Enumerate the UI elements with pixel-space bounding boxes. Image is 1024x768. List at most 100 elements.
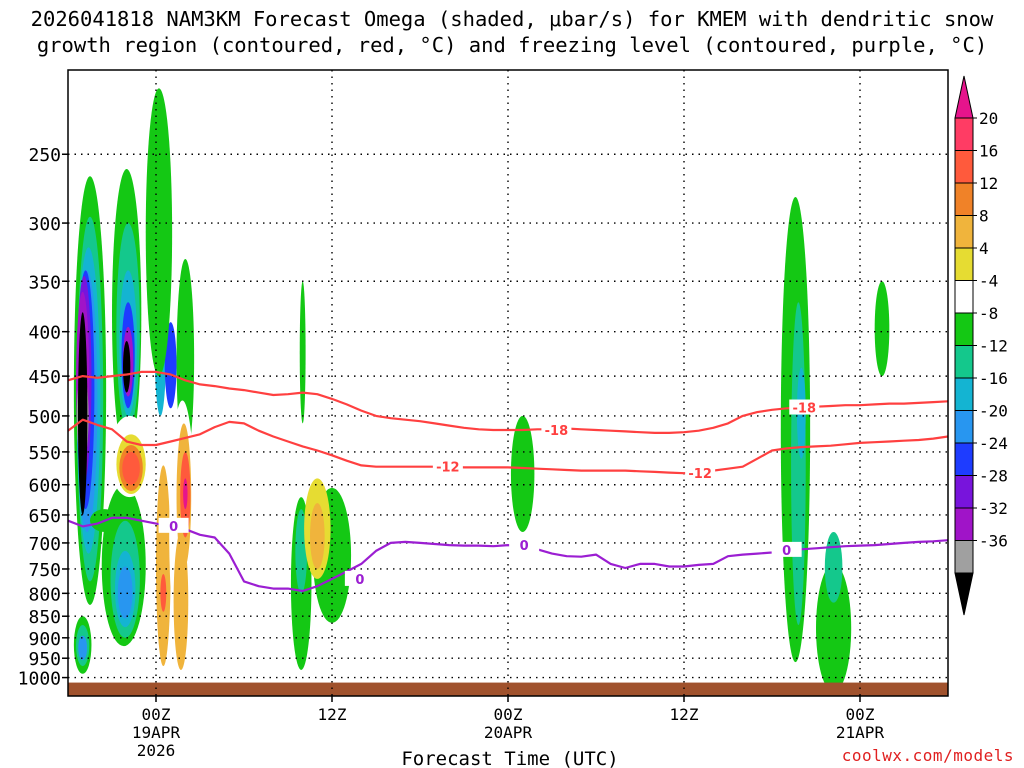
contour-label-m12-a-bg (432, 458, 463, 474)
x-tick-label-4-1: 21APR (836, 723, 885, 742)
x-tick-label-4-0: 00Z (846, 705, 875, 724)
colorbar-label-10: -24 (979, 434, 1008, 453)
contour-label-zero-c-bg (509, 537, 540, 553)
contour-label-zero-d-bg (771, 541, 802, 557)
y-tick-label-450: 450 (28, 367, 61, 388)
omega-shading (73, 70, 941, 693)
colorbar-label-2: 12 (979, 174, 998, 193)
colorbar-label-9: -20 (979, 402, 1008, 421)
omega-region-67 (122, 451, 140, 485)
contour-label-m18-a: -18 (545, 424, 569, 439)
colorbar: 20 16 12 8 4 -4 -8 -12 -16 -20 -24 -28 -32 -36 (954, 75, 1008, 616)
omega-region-22 (824, 531, 843, 603)
y-tick-label-500: 500 (28, 407, 61, 428)
chart-title: 2026041818 NAM3KM Forecast Omega (shaded… (31, 7, 994, 57)
colorbar-segment-5 (954, 280, 974, 314)
omega-region-63 (173, 531, 189, 670)
colorbar-segment-6 (954, 312, 974, 346)
contour-label-zero-c: 0 (520, 539, 529, 554)
contour-label-m12-b: -12 (688, 467, 712, 482)
omega-region-28 (874, 281, 890, 377)
omega-region-51 (117, 566, 133, 619)
omega-region-57 (156, 465, 171, 667)
omega-region-31 (164, 322, 177, 409)
contour-label-zero-b: 0 (355, 573, 364, 588)
contour-label-m18-b-bg (789, 399, 820, 415)
omega-region-62 (183, 478, 188, 510)
colorbar-segment-11 (954, 475, 974, 509)
x-tick-label-3-0: 12Z (670, 705, 699, 724)
contour-label-zero-a: 0 (169, 520, 178, 535)
colorbar-label-6: -8 (979, 304, 998, 323)
y-tick-label-300: 300 (28, 214, 61, 235)
contour-label-m12-b-bg (685, 465, 716, 481)
colorbar-label-13: -36 (979, 532, 1008, 551)
omega-region-15 (79, 70, 92, 198)
colorbar-segment-7 (954, 345, 974, 379)
y-tick-label-350: 350 (28, 272, 61, 293)
y-tick-label-700: 700 (28, 534, 61, 555)
omega-region-13 (851, 437, 869, 515)
x-tick-label-0-1: 19APR (132, 723, 181, 742)
colorbar-label-3: 8 (979, 207, 989, 226)
omega-region-47 (145, 88, 173, 377)
y-tick-label-950: 950 (28, 649, 61, 670)
colorbar-segment-0 (954, 117, 974, 151)
gridlines (68, 70, 948, 696)
colorbar-label-12: -32 (979, 499, 1008, 518)
colorbar-bottom-triangle (954, 572, 974, 616)
omega-region-20 (510, 415, 535, 532)
omega-region-21 (816, 563, 852, 693)
omega-region-8 (417, 444, 453, 521)
contour-label-m18-a-bg (541, 421, 572, 437)
contour-labels: -18 -18 -12 -12 0 0 0 0 (158, 399, 820, 588)
omega-region-40 (77, 312, 88, 515)
colorbar-label-5: -4 (979, 272, 998, 291)
colorbar-segment-13 (954, 540, 974, 574)
y-tick-label-250: 250 (28, 145, 61, 166)
omega-region-1 (882, 70, 941, 211)
contour-line-1 (68, 418, 948, 475)
ground-surface (68, 682, 948, 696)
colorbar-segment-9 (954, 410, 974, 444)
x-axis-label: Forecast Time (UTC) (401, 748, 618, 768)
colorbar-segment-2 (954, 182, 974, 216)
colorbar-label-8: -16 (979, 369, 1008, 388)
colorbar-segment-8 (954, 377, 974, 411)
x-tick-label-2-0: 00Z (494, 705, 523, 724)
colorbar-segment-3 (954, 215, 974, 249)
omega-region-11 (585, 540, 601, 591)
colorbar-label-1: 16 (979, 142, 998, 161)
omega-region-54 (78, 635, 88, 661)
x-tick-label-0-0: 00Z (142, 705, 171, 724)
contour-label-zero-d: 0 (782, 544, 791, 559)
colorbar-label-11: -28 (979, 467, 1008, 486)
watermark: coolwx.com/models (842, 746, 1014, 765)
contour-label-m18-b: -18 (793, 402, 817, 417)
omega-region-27 (295, 509, 308, 594)
contour-label-zero-a-bg (158, 517, 189, 533)
y-tick-label-600: 600 (28, 476, 61, 497)
omega-region-7 (299, 281, 306, 424)
colorbar-top-triangle (954, 75, 974, 119)
y-tick-label-1000: 1000 (18, 669, 61, 690)
omega-region-69 (310, 503, 325, 569)
x-tick-label-2-1: 20APR (484, 723, 533, 742)
omega-region-12 (644, 548, 680, 626)
omega-region-24 (791, 302, 806, 626)
colorbar-segment-4 (954, 247, 974, 281)
omega-region-10 (549, 154, 585, 303)
omega-region-9 (453, 558, 489, 634)
x-tick-label-0-2: 2026 (137, 741, 176, 760)
y-tick-label-650: 650 (28, 506, 61, 527)
colorbar-segment-10 (954, 442, 974, 476)
colorbar-label-7: -12 (979, 337, 1008, 356)
omega-region-46 (123, 340, 131, 393)
y-tick-label-750: 750 (28, 560, 61, 581)
y-tick-label-550: 550 (28, 443, 61, 464)
omega-region-17 (248, 312, 261, 401)
contour-label-zero-b-bg (344, 570, 375, 586)
y-tick-label-900: 900 (28, 629, 61, 650)
